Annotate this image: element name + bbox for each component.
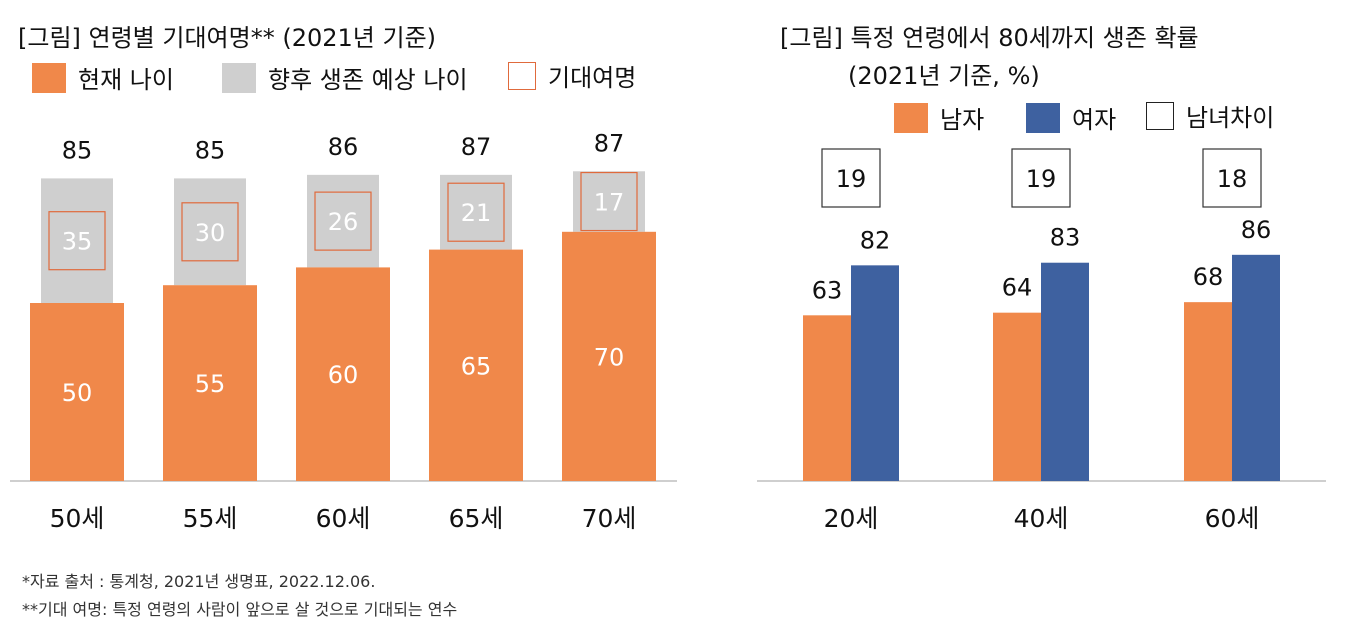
left-chart-title: [그림] 연령별 기대여명** (2021년 기준)	[18, 24, 437, 52]
life-expectancy-frame	[181, 202, 239, 262]
total-age-label: 87	[594, 129, 625, 157]
category-label: 65세	[449, 504, 504, 533]
life-expectancy-frame	[48, 211, 106, 271]
current-age-label: 55	[195, 370, 226, 398]
current-age-label: 60	[328, 361, 359, 389]
remaining-years-bar	[440, 174, 512, 250]
male-bar	[993, 312, 1041, 481]
female-value-label: 82	[860, 226, 891, 254]
legend-item-life-expectancy: 기대여명	[508, 58, 636, 93]
legend-item-gender-gap: 남녀차이	[1146, 98, 1274, 133]
gender-gap-box	[821, 148, 881, 208]
gender-gap-label: 18	[1217, 165, 1248, 193]
total-age-label: 86	[328, 133, 359, 161]
legend-swatch-gray	[222, 62, 256, 93]
current-age-label: 65	[461, 352, 492, 380]
legend-label: 여자	[1072, 106, 1117, 134]
female-bar	[851, 265, 899, 481]
gender-gap-box	[1011, 148, 1071, 208]
legend-label: 남자	[940, 106, 985, 134]
life-expectancy-frame	[447, 182, 505, 242]
current-age-bar	[429, 249, 523, 481]
female-value-label: 83	[1050, 224, 1081, 252]
right-chart-title: [그림] 특정 연령에서 80세까지 생존 확률	[780, 24, 1199, 52]
legend-label: 현재 나이	[78, 66, 174, 94]
legend-item-male: 남자	[894, 100, 984, 135]
life-expectancy-label: 17	[594, 189, 625, 217]
male-value-label: 68	[1193, 263, 1224, 291]
male-bar	[803, 315, 851, 481]
current-age-bar	[30, 303, 124, 481]
remaining-years-bar	[307, 174, 379, 268]
current-age-bar	[562, 231, 656, 481]
footnote-definition: **기대 여명: 특정 연령의 사람이 앞으로 살 것으로 기대되는 연수	[22, 600, 458, 619]
female-value-label: 86	[1241, 216, 1272, 244]
total-age-label: 85	[195, 136, 226, 164]
female-bar	[1041, 262, 1089, 481]
total-age-label: 85	[62, 136, 93, 164]
gender-gap-label: 19	[1026, 165, 1057, 193]
legend-swatch-orange	[32, 62, 66, 93]
male-value-label: 64	[1002, 274, 1033, 302]
legend-item-current-age: 현재 나이	[32, 60, 174, 95]
legend-swatch-orange	[894, 102, 928, 133]
legend-label: 기대여명	[548, 64, 637, 92]
remaining-years-bar	[174, 178, 246, 286]
legend-swatch-blue	[1026, 102, 1060, 133]
gender-gap-box	[1202, 148, 1262, 208]
life-expectancy-label: 30	[195, 219, 226, 247]
category-label: 60세	[1205, 504, 1260, 533]
category-label: 20세	[824, 504, 879, 533]
category-label: 50세	[50, 504, 105, 533]
life-expectancy-frame	[580, 171, 638, 232]
current-age-bar	[163, 285, 257, 481]
category-label: 70세	[582, 504, 637, 533]
life-expectancy-label: 35	[62, 228, 93, 256]
current-age-bar	[296, 267, 390, 481]
category-label: 55세	[183, 504, 238, 533]
remaining-years-bar	[41, 178, 113, 303]
life-expectancy-label: 21	[461, 199, 492, 227]
right-chart-subtitle: (2021년 기준, %)	[848, 62, 1040, 90]
life-expectancy-label: 26	[328, 208, 359, 236]
legend-label: 향후 생존 예상 나이	[268, 66, 468, 94]
current-age-label: 50	[62, 379, 93, 407]
total-age-label: 87	[461, 133, 492, 161]
legend-label: 남녀차이	[1186, 104, 1275, 132]
footnote-source: *자료 출처 : 통계청, 2021년 생명표, 2022.12.06.	[22, 572, 376, 591]
male-bar	[1184, 302, 1232, 481]
female-bar	[1232, 254, 1280, 481]
legend-swatch-box	[1146, 101, 1174, 130]
current-age-label: 70	[594, 343, 625, 371]
life-expectancy-frame	[314, 191, 372, 251]
category-label: 60세	[316, 504, 371, 533]
legend-swatch-frame	[508, 61, 536, 90]
legend-item-female: 여자	[1026, 100, 1116, 135]
remaining-years-bar	[573, 171, 645, 232]
legend-item-remaining-years: 향후 생존 예상 나이	[222, 60, 468, 95]
gender-gap-label: 19	[836, 165, 867, 193]
male-value-label: 63	[812, 276, 843, 304]
category-label: 40세	[1014, 504, 1069, 533]
